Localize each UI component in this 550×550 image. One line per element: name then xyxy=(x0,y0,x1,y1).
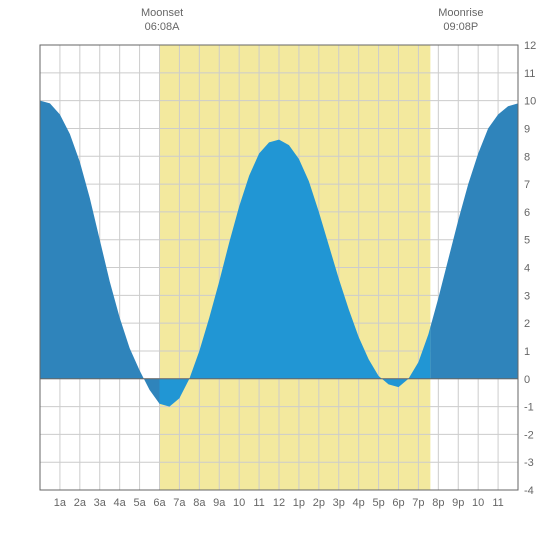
svg-text:10: 10 xyxy=(472,497,484,509)
svg-text:12: 12 xyxy=(273,497,285,509)
svg-text:2: 2 xyxy=(524,318,530,330)
svg-text:7p: 7p xyxy=(412,497,424,509)
moonset-label: Moonset 06:08A xyxy=(132,6,192,35)
svg-text:5a: 5a xyxy=(133,497,146,509)
svg-text:1p: 1p xyxy=(293,497,305,509)
svg-text:6p: 6p xyxy=(392,497,404,509)
moonrise-time: 09:08P xyxy=(443,21,478,33)
svg-text:3a: 3a xyxy=(94,497,107,509)
svg-text:0: 0 xyxy=(524,374,530,386)
svg-text:1: 1 xyxy=(524,346,530,358)
svg-text:8p: 8p xyxy=(432,497,444,509)
svg-text:9a: 9a xyxy=(213,497,226,509)
svg-text:11: 11 xyxy=(524,68,535,80)
svg-text:7: 7 xyxy=(524,179,530,191)
svg-text:2a: 2a xyxy=(74,497,87,509)
svg-text:4: 4 xyxy=(524,263,530,275)
svg-text:9p: 9p xyxy=(452,497,464,509)
moonrise-title: Moonrise xyxy=(438,7,483,19)
svg-text:10: 10 xyxy=(524,96,536,108)
svg-text:6: 6 xyxy=(524,207,530,219)
svg-text:8a: 8a xyxy=(193,497,206,509)
svg-text:4a: 4a xyxy=(114,497,127,509)
chart-svg: -4-3-2-101234567891011121a2a3a4a5a6a7a8a… xyxy=(0,0,550,550)
moonrise-label: Moonrise 09:08P xyxy=(431,6,491,35)
svg-text:2p: 2p xyxy=(313,497,325,509)
moonset-time: 06:08A xyxy=(145,21,180,33)
tide-chart: Moonset 06:08A Moonrise 09:08P -4 -3 -2 -1 0… xyxy=(0,0,550,550)
svg-text:6a: 6a xyxy=(153,497,166,509)
svg-text:-3: -3 xyxy=(524,457,534,469)
svg-text:5p: 5p xyxy=(372,497,384,509)
svg-text:9: 9 xyxy=(524,123,530,135)
svg-text:11: 11 xyxy=(253,497,264,509)
svg-text:1a: 1a xyxy=(54,497,67,509)
svg-text:4p: 4p xyxy=(353,497,365,509)
svg-text:5: 5 xyxy=(524,235,530,247)
svg-text:3p: 3p xyxy=(333,497,345,509)
svg-text:8: 8 xyxy=(524,151,530,163)
svg-text:11: 11 xyxy=(492,497,503,509)
svg-text:10: 10 xyxy=(233,497,245,509)
svg-text:-4: -4 xyxy=(524,485,534,497)
svg-text:12: 12 xyxy=(524,40,536,52)
svg-text:7a: 7a xyxy=(173,497,186,509)
svg-text:-2: -2 xyxy=(524,429,534,441)
moonset-title: Moonset xyxy=(141,7,183,19)
svg-text:3: 3 xyxy=(524,290,530,302)
svg-text:-1: -1 xyxy=(524,402,534,414)
